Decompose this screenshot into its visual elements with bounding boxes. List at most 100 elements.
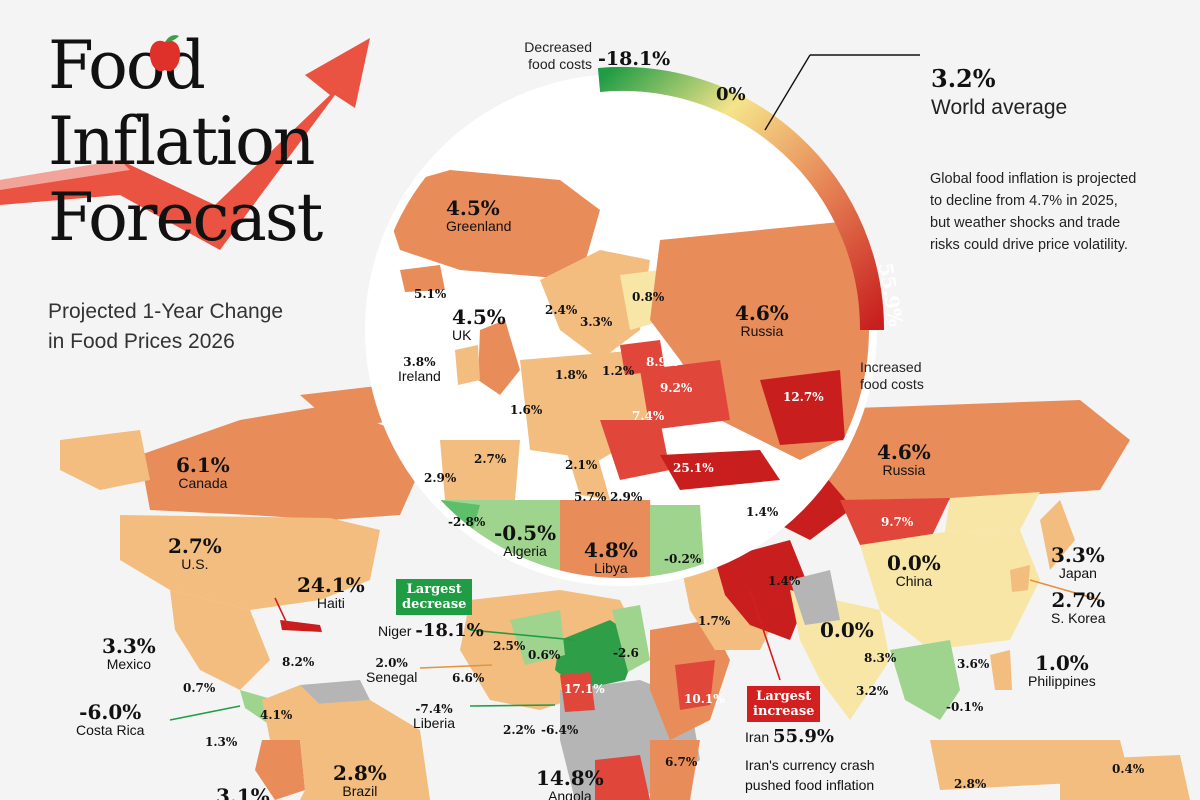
spain-value: 2.7% xyxy=(474,452,507,466)
japan-value: 3.3% xyxy=(1051,543,1105,567)
guinea-value: 6.6% xyxy=(452,671,485,685)
caucasus-value: 12.7% xyxy=(783,390,824,404)
bangladesh-value: 8.3% xyxy=(864,651,897,665)
legend-min-value: -18.1% xyxy=(598,48,671,70)
peru-value: 3.1% xyxy=(216,784,270,800)
russia-name: Russia xyxy=(882,462,926,478)
angola-value: 14.8% xyxy=(536,766,604,790)
label-ireland: 3.8% Ireland xyxy=(398,356,441,383)
largest-increase-line-1: Largest xyxy=(756,689,812,704)
chad-value: -2.6 xyxy=(613,646,639,660)
sweden-value: 2.4% xyxy=(545,303,578,317)
mali-shape xyxy=(510,610,565,665)
baltic-shape xyxy=(620,340,665,375)
china-value: 0.0% xyxy=(887,551,941,575)
legend-increased-line-1: Increased xyxy=(860,359,922,375)
ireland-name: Ireland xyxy=(398,367,441,384)
page-title: Food Inflation Forecast xyxy=(48,27,323,256)
largest-increase-line-2: increase xyxy=(753,704,815,719)
largest-decrease-line-2: decrease xyxy=(402,597,467,612)
kazakhstan-shape xyxy=(840,498,950,545)
largest-increase-badge: Largest increase xyxy=(747,686,821,722)
philippines-value: 1.0% xyxy=(1034,651,1089,675)
peru-shape xyxy=(255,740,305,800)
title-line-1: Food xyxy=(48,27,206,104)
thailand-value: 3.6% xyxy=(957,657,990,671)
mexico-name: Mexico xyxy=(106,656,152,672)
syria-value: 1.4% xyxy=(746,505,779,519)
ghana-value: 2.2% xyxy=(503,723,536,737)
philippines-name: Philippines xyxy=(1028,673,1096,689)
iberia-shape xyxy=(440,440,520,500)
balkan-shape xyxy=(600,420,670,480)
kazakhstan-value: 9.7% xyxy=(881,515,914,529)
label-japan: 3.3% Japan xyxy=(1051,545,1105,581)
france-value: 1.6% xyxy=(510,403,543,417)
baltic-value-a: 3.3% xyxy=(580,315,613,329)
iran-note: Iran's currency crash pushed food inflat… xyxy=(745,755,875,795)
venezuela-value: 4.1% xyxy=(260,708,293,722)
libya-name: Libya xyxy=(594,560,628,576)
dominican-value: 8.2% xyxy=(282,655,315,669)
india-value: 0.0% xyxy=(820,618,874,642)
greenland-inset-shape xyxy=(380,170,600,280)
uk-name: UK xyxy=(452,327,472,343)
iran-note-line-2: pushed food inflation xyxy=(745,777,875,793)
label-algeria: -0.5% Algeria xyxy=(494,523,556,559)
turkey-shape xyxy=(660,450,780,490)
ethiopia-value: 10.1% xyxy=(684,692,725,706)
subtitle: Projected 1-Year Change in Food Prices 2… xyxy=(48,297,348,357)
liberia-value: -7.4% xyxy=(415,702,453,716)
label-uk: 4.5% UK xyxy=(452,307,506,343)
largest-decrease-line-1: Largest xyxy=(406,582,462,597)
alaska-shape xyxy=(60,430,150,490)
philippines-shape xyxy=(990,650,1012,690)
label-libya: 4.8% Libya xyxy=(584,540,638,576)
japan-shape xyxy=(1040,500,1075,570)
tanzania-value: 6.7% xyxy=(665,755,698,769)
greece-value: 2.9% xyxy=(610,490,643,504)
senegal-name: Senegal xyxy=(366,668,418,685)
label-us: 2.7% U.S. xyxy=(168,536,222,572)
brazil-name: Brazil xyxy=(342,783,378,799)
belarus-ukraine-shape xyxy=(640,360,730,430)
liberia-name: Liberia xyxy=(413,714,456,731)
label-china: 0.0% China xyxy=(887,553,941,589)
mexico-shape xyxy=(170,590,270,690)
libya-value: 4.8% xyxy=(584,538,638,562)
caucasus-shape xyxy=(760,370,845,445)
niger-callout: Niger -18.1% xyxy=(378,620,484,641)
largest-decrease-badge: Largest decrease xyxy=(396,579,473,615)
russia-value: 4.6% xyxy=(877,440,931,464)
haiti-value: 24.1% xyxy=(297,573,365,597)
angola-shape xyxy=(595,755,650,800)
inflation-scale-arc xyxy=(597,66,885,331)
oman-value: 1.4% xyxy=(768,574,801,588)
korea-shape xyxy=(1010,565,1030,592)
haiti-name: Haiti xyxy=(316,595,345,611)
malaysia-value: -0.1% xyxy=(946,700,984,714)
senegal-value: 2.0% xyxy=(375,656,408,670)
southern-africa-shape xyxy=(650,740,700,800)
colombia-value: 1.3% xyxy=(205,735,238,749)
se-asia-shape xyxy=(890,640,960,720)
title-line-2: Inflation xyxy=(48,103,315,180)
chad-shape xyxy=(612,605,650,672)
red-trend-arrow-icon xyxy=(0,38,370,250)
caribbean-shape xyxy=(280,620,322,632)
venezuela-shape xyxy=(300,680,370,705)
legend-decreased-line-2: food costs xyxy=(528,56,592,72)
china-shape xyxy=(860,530,1040,650)
us-name: U.S. xyxy=(181,556,209,572)
legend-increased-line-2: food costs xyxy=(860,376,924,392)
ukraine-value: 9.2% xyxy=(660,381,693,395)
egypt-value: -0.2% xyxy=(664,552,702,566)
s-korea-value: 2.7% xyxy=(1051,588,1106,612)
australia-shape xyxy=(1060,755,1190,800)
callout-lines-red xyxy=(274,589,781,681)
mongolia-shape xyxy=(945,492,1040,532)
costa-rica-value: -6.0% xyxy=(79,700,142,724)
context-note: Global food inflation is projected to de… xyxy=(930,171,1137,253)
